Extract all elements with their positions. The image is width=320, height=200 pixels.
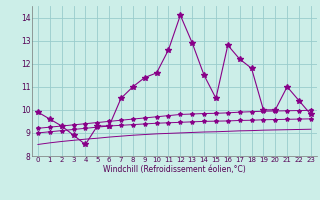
X-axis label: Windchill (Refroidissement éolien,°C): Windchill (Refroidissement éolien,°C) [103, 165, 246, 174]
